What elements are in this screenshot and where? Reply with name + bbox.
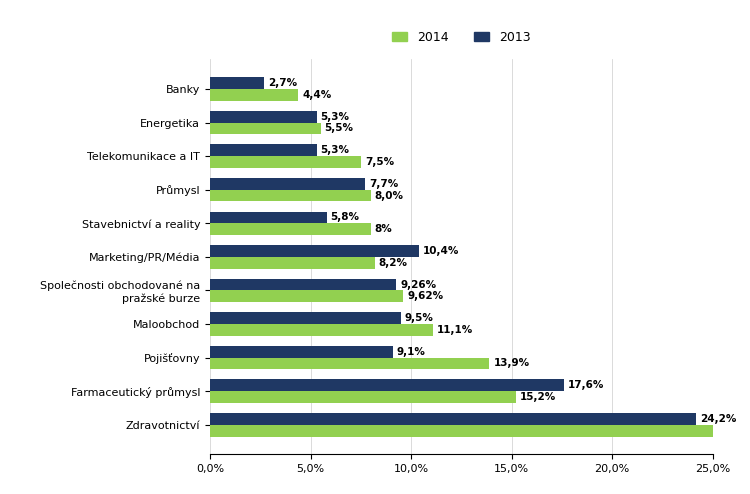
Text: 8,2%: 8,2% [379,258,408,268]
Bar [210,190,370,202]
Text: 13,9%: 13,9% [494,359,530,369]
Bar [210,391,515,403]
Text: 11,1%: 11,1% [437,325,473,335]
Bar [210,257,375,269]
Text: 9,5%: 9,5% [405,313,433,323]
Text: 4,4%: 4,4% [302,90,332,100]
Bar [210,312,401,324]
Bar [210,379,564,391]
Text: 5,3%: 5,3% [320,112,350,122]
Bar [210,144,316,156]
Bar [210,324,433,336]
Text: 7,7%: 7,7% [369,179,398,189]
Text: 9,1%: 9,1% [397,347,426,357]
Text: 5,5%: 5,5% [325,124,353,133]
Bar [210,211,326,223]
Bar [210,178,364,190]
Text: 17,6%: 17,6% [568,380,604,390]
Bar [210,77,264,89]
Bar [210,123,320,134]
Bar [210,358,490,370]
Text: 24,2%: 24,2% [700,414,736,424]
Text: 9,26%: 9,26% [400,280,436,289]
Bar [210,245,419,257]
Bar [210,89,298,101]
Text: 7,5%: 7,5% [364,157,394,167]
Bar [210,413,697,425]
Text: 5,8%: 5,8% [331,212,359,222]
Text: 10,4%: 10,4% [423,246,460,256]
Legend: 2014, 2013: 2014, 2013 [387,26,536,49]
Text: 8,0%: 8,0% [375,191,404,201]
Text: 2,7%: 2,7% [268,78,298,88]
Bar [210,425,718,437]
Bar [210,279,396,290]
Text: 9,62%: 9,62% [407,291,443,301]
Text: 15,2%: 15,2% [520,392,556,402]
Bar [210,156,361,168]
Bar [210,223,370,235]
Text: 5,3%: 5,3% [320,145,350,155]
Bar [210,346,393,358]
Bar [210,111,316,123]
Text: 8%: 8% [375,224,392,234]
Bar [210,290,404,302]
